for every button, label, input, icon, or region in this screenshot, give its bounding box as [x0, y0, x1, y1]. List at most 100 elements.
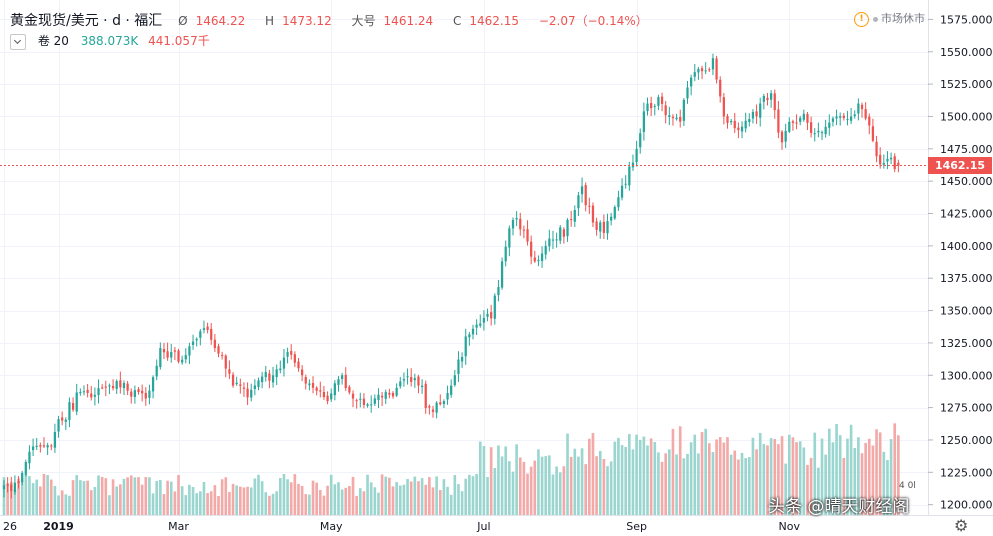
volume-bar	[791, 437, 795, 515]
volume-bar	[362, 491, 366, 515]
volume-bar	[537, 449, 540, 515]
volume-value-a: 388.073K	[80, 34, 139, 48]
price-axis[interactable]: 1200.000 1225.000 1250.000 1275.000 1300.000…	[928, 13, 993, 512]
candle-body	[711, 58, 715, 70]
candle-body	[675, 117, 678, 120]
candle-body	[337, 379, 340, 385]
volume-bar	[802, 447, 806, 515]
candle-body	[315, 387, 318, 391]
volume-bar	[413, 476, 417, 515]
volume-bar	[566, 433, 569, 515]
candle-body	[722, 97, 725, 117]
candle-body	[799, 117, 802, 122]
collapse-toggle-icon[interactable]	[10, 33, 26, 50]
volume-bar	[500, 456, 504, 515]
volume-bar	[620, 445, 624, 515]
candle-body	[690, 77, 693, 87]
volume-bar	[191, 486, 195, 515]
candle-body	[380, 395, 384, 398]
candle-body	[580, 186, 584, 195]
candle-body	[817, 130, 820, 133]
volume-bar	[624, 446, 628, 515]
volume-bar	[591, 433, 595, 515]
volume-bar	[784, 463, 787, 515]
volume-bar	[177, 474, 180, 515]
volume-bar	[886, 460, 889, 515]
candle-body	[431, 409, 435, 412]
candle-body	[130, 391, 133, 397]
candle-body	[842, 115, 845, 119]
gear-icon[interactable]: ⚙	[954, 516, 969, 535]
volume-bar	[238, 486, 242, 515]
volume-bar	[428, 477, 431, 515]
candle-body	[809, 122, 813, 133]
volume-bar	[64, 494, 68, 515]
candle-body	[159, 348, 162, 368]
candle-body	[668, 115, 671, 117]
candle-body	[79, 392, 82, 394]
volume-bar	[820, 438, 824, 515]
candle-body	[82, 391, 86, 393]
candle-body	[839, 116, 842, 118]
candle-body	[333, 383, 336, 396]
candle-body	[42, 445, 46, 447]
volume-bar	[657, 452, 660, 515]
open-label: Ø	[178, 14, 188, 28]
candle-body	[366, 404, 369, 406]
volume-bar	[224, 477, 228, 515]
candle-body	[384, 392, 387, 399]
candle-body	[217, 346, 220, 354]
volume-bar	[20, 477, 24, 515]
volume-bar	[682, 458, 686, 515]
candle-body	[420, 385, 424, 388]
time-axis[interactable]: 26 2019 Mar May Jul Sep Nov	[3, 520, 801, 533]
candle-body	[86, 389, 89, 393]
market-status[interactable]: ! 市场休市	[854, 10, 925, 27]
volume-bar	[57, 495, 60, 515]
volume-bar	[300, 485, 304, 515]
candle-body	[340, 375, 344, 379]
candle-body	[290, 350, 293, 355]
volume-bar	[878, 432, 882, 515]
volume-bar	[526, 473, 529, 515]
volume-bar	[129, 475, 133, 515]
candle-body	[24, 461, 27, 475]
candle-body	[202, 328, 206, 330]
volume-bar	[75, 475, 79, 515]
volume-bar	[646, 445, 649, 515]
candle-body	[155, 365, 158, 377]
volume-bar	[217, 495, 220, 515]
y-tick-label: 1550.000	[940, 46, 993, 59]
candle-body	[304, 377, 307, 384]
volume-bar	[257, 474, 260, 515]
candle-body	[406, 376, 409, 378]
volume-bar	[140, 484, 144, 515]
candle-body	[460, 357, 464, 362]
candle-body	[391, 392, 395, 397]
y-tick-label: 1275.000	[940, 402, 993, 415]
candle-body	[181, 359, 184, 363]
volume-bar	[842, 457, 846, 515]
candle-body	[613, 207, 616, 219]
volume-bar	[838, 435, 842, 515]
volume-bar	[220, 479, 224, 515]
y-tick-label: 1500.000	[940, 110, 993, 123]
candle-body	[279, 368, 282, 371]
volume-bar	[751, 437, 755, 515]
volume-bar	[544, 456, 548, 515]
candle-body	[330, 393, 333, 400]
candle-body	[875, 141, 878, 157]
y-tick-label: 1325.000	[940, 337, 993, 350]
candle-body	[388, 392, 391, 395]
candle-body	[642, 111, 645, 132]
symbol-title[interactable]: 黄金现货/美元 · d · 福汇	[10, 13, 163, 29]
volume-bar	[42, 473, 46, 515]
volume-bar	[747, 457, 751, 515]
volume-label[interactable]: 卷 20	[37, 34, 69, 48]
candle-body	[351, 393, 355, 399]
volume-bar	[308, 494, 311, 515]
candle-body	[548, 238, 551, 247]
volume-bar	[809, 457, 813, 515]
candle-body	[151, 377, 155, 392]
